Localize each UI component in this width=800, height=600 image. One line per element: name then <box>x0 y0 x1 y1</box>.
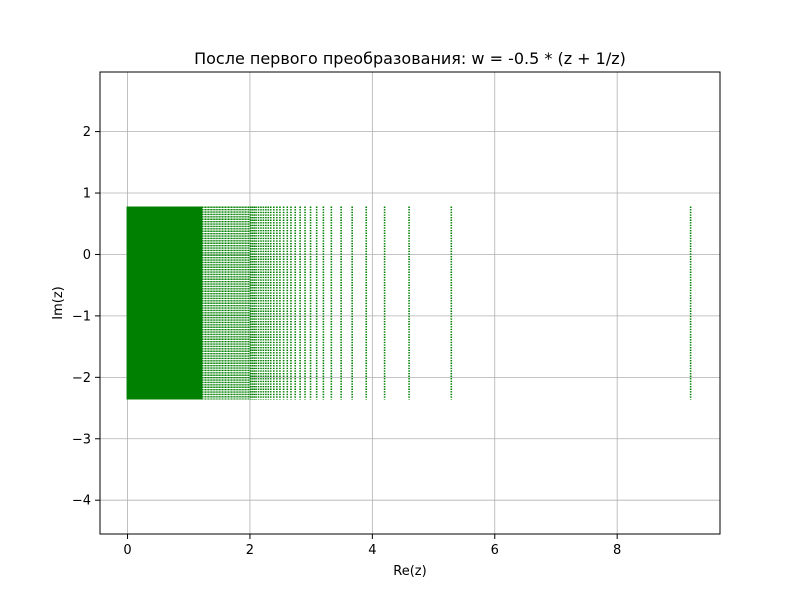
plot-frame <box>99 71 721 535</box>
chart-title: После первого преобразования: w = -0.5 *… <box>194 49 626 68</box>
x-tick-label: 2 <box>246 543 254 558</box>
x-tick-label: 8 <box>613 543 621 558</box>
x-tick-label: 4 <box>368 543 376 558</box>
y-tick-label: −4 <box>72 494 91 509</box>
y-tick-label: −2 <box>72 371 91 386</box>
x-tick-label: 6 <box>491 543 499 558</box>
ticks: 0 2 4 6 8 −4 −3 −2 −1 0 1 2 <box>72 125 621 558</box>
y-tick-label: −1 <box>72 309 91 324</box>
y-tick-label: −3 <box>72 432 91 447</box>
y-tick-label: 2 <box>83 125 91 140</box>
y-tick-label: 0 <box>83 248 91 263</box>
scatter-points <box>126 206 692 400</box>
x-tick-label: 0 <box>123 543 131 558</box>
x-axis-label: Re(z) <box>393 564 426 579</box>
y-axis-label: Im(z) <box>51 286 66 319</box>
y-tick-label: 1 <box>83 187 91 202</box>
grid <box>100 72 720 534</box>
